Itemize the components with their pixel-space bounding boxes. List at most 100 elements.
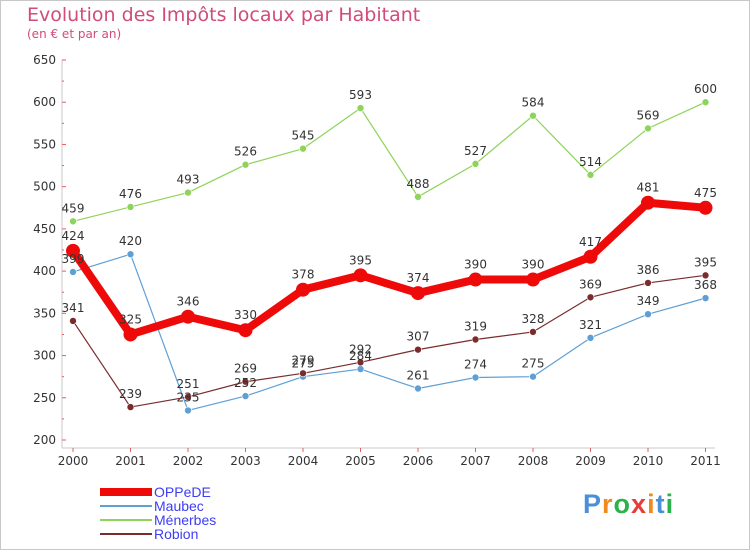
y-tick-label: 250 (33, 391, 56, 405)
chart-title: Evolution des Impôts locaux par Habitant (27, 4, 421, 26)
data-point-robion (184, 393, 192, 401)
logo-letter: i (665, 489, 675, 519)
x-tick-label: 2010 (633, 454, 664, 468)
data-point-robion (414, 345, 422, 354)
data-point-menerbes (471, 160, 480, 168)
data-point-oppede (353, 268, 368, 283)
y-tick-label: 450 (33, 222, 56, 236)
data-point-robion (299, 369, 307, 378)
data-label-menerbes: 493 (177, 173, 200, 187)
series-line-menerbes (72, 101, 707, 222)
y-tick-label: 550 (33, 137, 56, 151)
data-label-maubec: 284 (349, 349, 372, 363)
x-tick-label: 2006 (403, 454, 434, 468)
data-label-menerbes: 527 (464, 144, 487, 158)
data-point-maubec (644, 310, 652, 318)
data-point-robion (356, 358, 365, 367)
data-point-oppede (468, 272, 483, 287)
data-point-menerbes (414, 193, 422, 201)
data-label-menerbes: 545 (292, 129, 315, 143)
data-label-maubec: 399 (62, 252, 85, 266)
x-tick-label: 2008 (518, 454, 549, 468)
y-tick-label: 500 (33, 180, 56, 194)
data-label-oppede: 378 (292, 268, 315, 282)
data-point-maubec (241, 392, 250, 400)
chart-subtitle: (en € et par an) (27, 27, 122, 41)
data-label-robion: 341 (62, 301, 85, 315)
data-point-oppede (641, 195, 655, 210)
x-tick-label: 2007 (460, 454, 491, 468)
series-line-maubec (72, 253, 707, 412)
data-point-maubec (184, 406, 192, 415)
chart-lines (66, 98, 713, 415)
data-label-robion: 292 (349, 342, 372, 356)
data-label-menerbes: 476 (119, 187, 142, 201)
data-point-robion (701, 271, 710, 280)
data-point-robion (471, 335, 480, 344)
data-label-menerbes: 584 (522, 96, 545, 110)
y-tick-label: 400 (33, 264, 56, 278)
data-point-menerbes (184, 188, 192, 197)
proxiti-logo: Proxiti (583, 489, 674, 520)
x-tick-label: 2002 (173, 454, 204, 468)
data-label-oppede: 330 (234, 308, 257, 322)
data-point-oppede (123, 327, 138, 342)
data-point-robion (644, 279, 652, 287)
y-tick-label: 350 (33, 306, 56, 320)
data-point-menerbes (241, 160, 250, 169)
data-point-menerbes (529, 111, 537, 120)
data-label-robion: 395 (694, 255, 717, 269)
data-label-oppede: 481 (637, 181, 660, 195)
data-label-robion: 269 (234, 362, 257, 376)
x-tick-label: 2011 (690, 454, 721, 468)
y-tick-label: 300 (33, 349, 56, 363)
data-label-maubec: 261 (407, 368, 430, 382)
chart-axes: 200 250 300 350 400 450 500 550 600 650 2000 2001 20… (33, 53, 721, 468)
series-line-robion (72, 274, 707, 408)
data-label-maubec: 275 (292, 357, 315, 371)
data-label-robion: 307 (407, 330, 430, 344)
legend-swatch-oppede (100, 488, 152, 496)
data-label-robion: 386 (637, 263, 660, 277)
data-point-maubec (529, 372, 537, 381)
data-label-oppede: 475 (694, 186, 717, 200)
data-point-maubec (586, 334, 595, 342)
data-label-maubec: 235 (177, 390, 200, 404)
legend-swatch-menerbes (100, 519, 152, 521)
data-label-menerbes: 514 (579, 155, 602, 169)
data-point-robion (586, 293, 595, 302)
data-point-maubec (356, 365, 365, 373)
logo-letter: r (602, 489, 614, 519)
data-label-maubec: 274 (464, 358, 487, 372)
data-point-menerbes (69, 217, 77, 226)
logo-letter: t (655, 489, 666, 519)
data-point-robion (241, 377, 250, 386)
data-label-maubec: 420 (119, 234, 142, 248)
data-point-oppede (526, 272, 540, 287)
data-label-menerbes: 526 (234, 145, 257, 159)
data-point-oppede (238, 323, 253, 338)
data-label-maubec: 368 (694, 278, 717, 292)
data-label-robion: 328 (522, 312, 545, 326)
data-point-oppede (698, 200, 713, 215)
legend-swatch-maubec (100, 505, 152, 507)
data-label-oppede: 325 (119, 312, 142, 326)
x-tick-label: 2000 (58, 454, 89, 468)
data-point-menerbes (644, 124, 652, 133)
data-point-oppede (583, 249, 598, 264)
data-point-maubec (471, 373, 480, 382)
x-tick-label: 2004 (288, 454, 319, 468)
x-tick-label: 2005 (345, 454, 376, 468)
legend-label-oppede: OPPeDE (154, 484, 211, 500)
legend-label-menerbes: Ménerbes (154, 512, 217, 528)
data-label-menerbes: 600 (694, 82, 717, 96)
x-tick-label: 2003 (230, 454, 261, 468)
data-label-robion: 279 (292, 353, 315, 367)
data-label-maubec: 321 (579, 318, 602, 332)
data-point-robion (69, 317, 77, 325)
logo-letter: P (583, 489, 603, 519)
data-point-oppede (296, 282, 310, 297)
data-point-oppede (66, 243, 80, 258)
data-label-robion: 369 (579, 277, 602, 291)
data-label-menerbes: 459 (62, 201, 85, 215)
